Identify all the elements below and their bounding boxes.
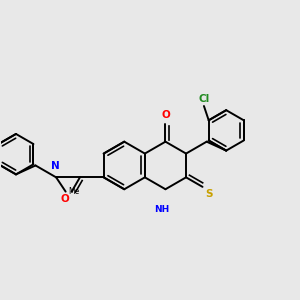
Text: O: O: [61, 194, 69, 204]
Text: Cl: Cl: [198, 94, 210, 103]
Text: NH: NH: [154, 205, 170, 214]
Text: N: N: [51, 161, 59, 171]
Text: Me: Me: [68, 187, 79, 196]
Text: O: O: [161, 110, 170, 120]
Text: S: S: [205, 189, 212, 199]
